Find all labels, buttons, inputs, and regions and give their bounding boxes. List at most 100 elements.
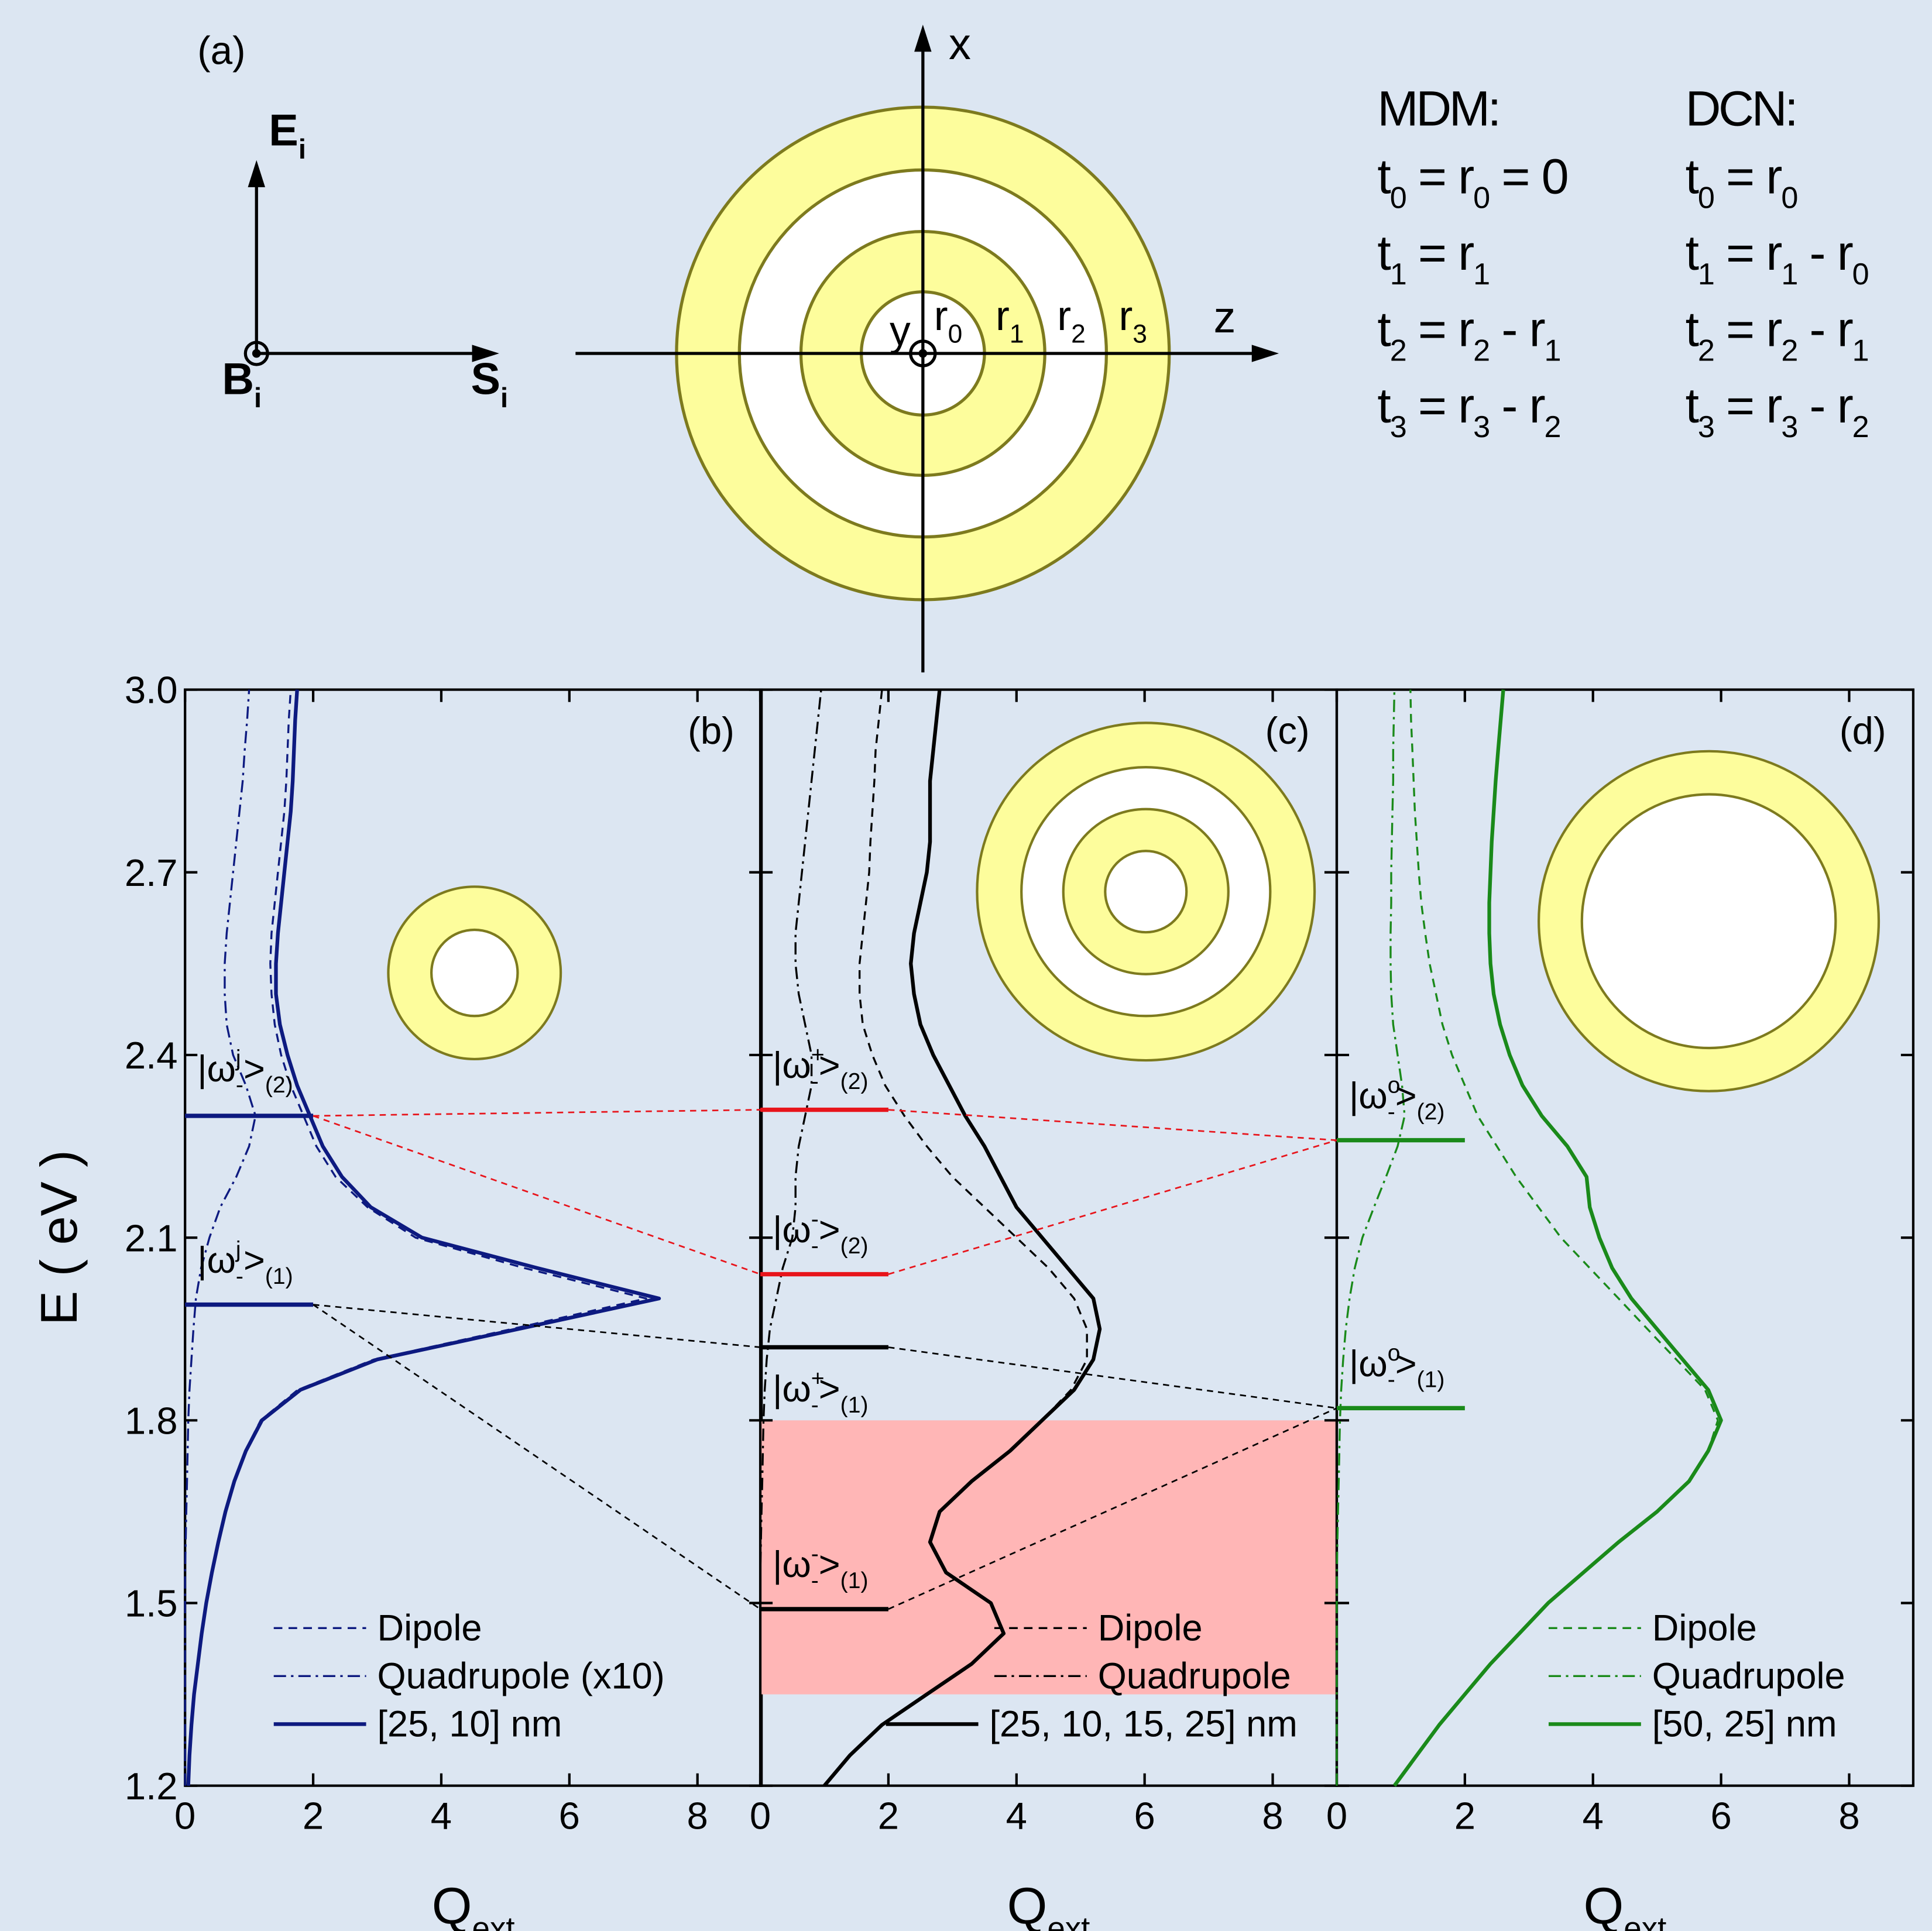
equation: t1 = r1 - r0 [1686,225,1868,291]
equation-part: t [1686,225,1699,280]
series-line [1392,689,1723,1787]
radius-label-part: r [996,293,1010,339]
level-connection [888,1346,1337,1409]
radius-label-part: r [1057,293,1071,339]
equation-part: t [1377,301,1391,356]
level-label-part: |ω [197,1049,236,1090]
level-label-part: > [243,1240,265,1281]
equation-part: t [1686,378,1699,433]
level-label-part: |ω [773,1544,811,1585]
legend-label: Dipole [1652,1607,1757,1648]
equation: t0 = r0 = 0 [1377,149,1567,215]
level-label-part: - [811,1069,819,1094]
field-label-part: S [471,354,500,404]
level-label-part: |ω [773,1045,811,1086]
level-label-part: + [811,1042,825,1067]
equation-part: 1 [1545,334,1560,368]
level-label: |ωj ->(2) [197,1046,293,1098]
x-tick-label: 4 [431,1794,452,1837]
x-tick-label: 6 [1134,1794,1155,1837]
x-axis-label-part: Q [1007,1877,1048,1931]
level-label: |ω-->(2) [773,1207,868,1258]
level-label-part: - [1388,1099,1395,1125]
level-connection [313,1304,761,1610]
x-axis-label: Qext [1584,1877,1667,1931]
x-tick-label: 6 [1710,1794,1731,1837]
x-axis-label-part: ext [472,1910,514,1931]
equation-part: = r [1406,378,1474,433]
level-label-part: - [236,1073,243,1098]
radius-label: r1 [996,293,1024,348]
field-label-part: B [222,354,254,404]
inset-c [976,721,1316,1062]
equation-part: 0 [1781,181,1797,215]
y-tick-label: 2.4 [125,1034,178,1077]
x-axis-label-part: ext [1047,1910,1090,1931]
x-axis-label: Qext [432,1877,515,1931]
series-line [1336,689,1406,1786]
legend-label: Quadrupole [1098,1655,1291,1696]
radius-label-part: 0 [948,319,963,348]
equation-part: 1 [1781,257,1797,291]
x-tick-label: 8 [1838,1794,1859,1837]
level-label-part: > [819,1544,840,1585]
equation-part: 2 [1781,334,1797,368]
equation-part: t [1686,301,1699,356]
panel-label: (a) [197,29,245,73]
equation-part: 3 [1698,410,1714,444]
level-connection [313,1304,761,1348]
highlight-band [760,1420,1337,1695]
axis-name: y [890,307,911,354]
level-label-part: (1) [840,1393,869,1418]
equation-part: 2 [1698,334,1714,368]
equation-part: = r [1714,301,1782,356]
equation-part: 0 [1852,257,1868,291]
level-label-part: |ω [773,1210,811,1250]
level-label-part: - [811,1393,819,1418]
x-axis-label-part: ext [1624,1910,1666,1931]
series-line [759,689,822,1786]
x-tick-label: 0 [1326,1794,1347,1837]
level-label-part: - [811,1542,819,1567]
scheme-title: MDM: [1377,81,1499,136]
level-label-part: - [811,1568,819,1593]
shell [1104,850,1188,934]
inset-d [1538,750,1880,1092]
series-line [186,689,661,1786]
radius-label-part: 3 [1133,319,1147,348]
level-label-part: > [819,1369,840,1410]
shell [1580,793,1837,1050]
legend-label: Dipole [378,1607,482,1648]
x-tick-label: 2 [1454,1794,1475,1837]
x-tick-label: 4 [1006,1794,1027,1837]
equation-part: 3 [1473,410,1489,444]
x-axis-label-part: Q [432,1877,472,1931]
equation: t3 = r3 - r2 [1686,378,1868,444]
y-tick-label: 2.1 [125,1217,178,1259]
equation-part: 2 [1390,334,1406,368]
equation: t2 = r2 - r1 [1686,301,1868,367]
field-axes [243,172,487,366]
equation-part: 3 [1390,410,1406,444]
field-label-part: i [254,382,262,413]
equation-part: 0 [1390,181,1406,215]
level-label: |ω+ ->(1) [773,1366,868,1418]
radius-label: r0 [934,293,963,348]
level-label-part: (2) [840,1069,869,1094]
level-label-part: (1) [840,1568,869,1593]
axis-name: z [1214,293,1236,342]
level-label-part: > [819,1210,840,1250]
equation-part: t [1377,225,1391,280]
level-label-part: - [1388,1367,1395,1393]
equation-part: 1 [1390,257,1406,291]
level-label-part: + [811,1366,825,1391]
level-label: |ωj ->(1) [197,1237,293,1289]
equation-part: - r [1489,301,1545,356]
equation-part: - r [1489,378,1545,433]
radius-label-part: r [934,293,948,339]
x-tick-label: 2 [303,1794,324,1837]
axis-name: x [949,19,971,69]
field-label: Si [471,354,508,413]
